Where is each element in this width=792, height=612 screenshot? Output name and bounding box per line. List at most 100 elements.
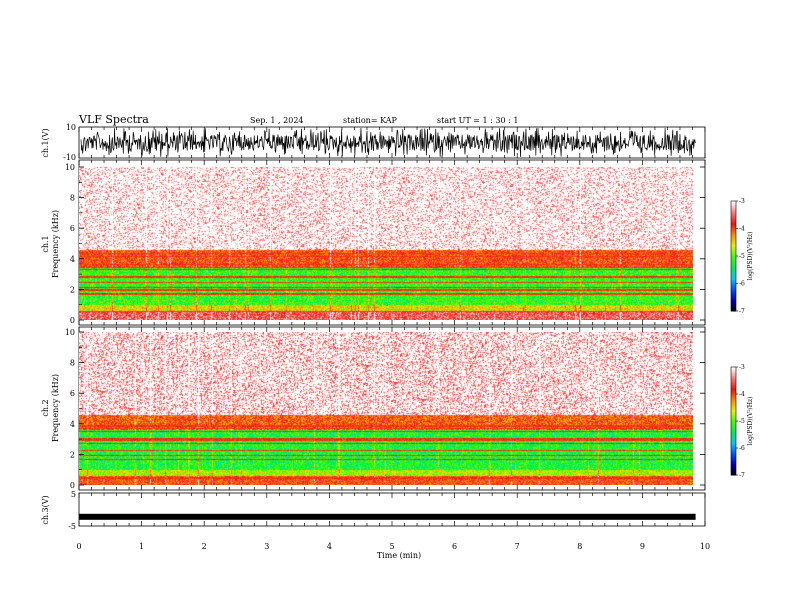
ch2-ytick-label-4: 8 (70, 359, 75, 368)
x-tick-label-0: 0 (76, 542, 81, 551)
ch2-spec-ylabel-line1: ch.2 (41, 399, 50, 416)
colorbar-segment (731, 224, 736, 228)
colorbar-segment (731, 300, 736, 303)
colorbar-segment (731, 263, 736, 266)
colorbar-segment (731, 268, 736, 272)
colorbar-segment (731, 377, 736, 381)
colorbar-segment (731, 228, 736, 231)
colorbar-tick-label: -6 (739, 445, 745, 452)
ch1-ytick-label-0: 0 (70, 316, 75, 325)
colorbar-tick-label: -4 (739, 226, 745, 233)
colorbar-segment (731, 259, 736, 262)
x-tick-label-1: 1 (139, 542, 144, 551)
colorbar-segment (731, 458, 736, 462)
colorbar-segment (731, 376, 736, 379)
colorbar-tick-label: -3 (739, 198, 745, 205)
colorbar-segment (731, 270, 736, 273)
colorbar-tick-label: -7 (739, 308, 745, 315)
colorbar-segment (731, 401, 736, 404)
colorbar-tick-label: -4 (739, 391, 745, 398)
colorbar-segment (731, 235, 736, 239)
colorbar-segment (731, 385, 736, 388)
colorbar-segment (731, 281, 736, 284)
colorbar-segment (731, 267, 736, 270)
colorbar-segment (731, 232, 736, 235)
ch1-spectrogram-panel: 0 2 4 6 8 10 ch.1 Frequency (kHz) (41, 159, 706, 326)
colorbar-label: log(PSD)(V²/Hz) (747, 397, 754, 446)
colorbar-segment (731, 403, 736, 406)
colorbar-segment (731, 442, 736, 445)
colorbar-segment (731, 226, 736, 229)
colorbar-segment (731, 399, 736, 402)
colorbar-segment (731, 444, 736, 447)
ch2-spectrogram-image (79, 332, 693, 485)
colorbar-segment (731, 422, 736, 426)
ch1-colorbar: -3 -4 -5 -6 -7 log(PSD)(V²/Hz) (730, 198, 754, 315)
ch2-ytick-label-1: 2 (70, 450, 75, 459)
ch3-ytick-bottom: -5 (68, 522, 76, 531)
ch2-ytick-label-0: 0 (70, 481, 75, 490)
colorbar-segment (731, 301, 736, 305)
colorbar-segment (731, 440, 736, 444)
ch1-ytick-top: 10 (66, 123, 76, 132)
colorbar-segment (731, 462, 736, 465)
x-tick-label-10: 10 (700, 542, 710, 551)
colorbar-segment (731, 460, 736, 463)
ch2-ytick-label-2: 4 (70, 420, 75, 429)
x-tick-label-9: 9 (640, 542, 645, 551)
colorbar-segment (731, 368, 736, 372)
colorbar-segment (731, 449, 736, 453)
colorbar-segment (731, 265, 736, 268)
colorbar-segment (731, 379, 736, 382)
ch1-spectrogram-image (79, 167, 693, 320)
colorbar-segment (731, 473, 736, 476)
colorbar-segment (731, 307, 736, 310)
colorbar-segment (731, 428, 736, 431)
colorbar-segment (731, 208, 736, 211)
ch1-waveform-line (80, 128, 696, 157)
colorbar-segment (731, 243, 736, 246)
colorbar-segment (731, 272, 736, 275)
colorbar-segment (731, 374, 736, 377)
colorbar-segment (731, 433, 736, 436)
ch1-spec-ylabel-line1: ch.1 (41, 235, 50, 252)
colorbar-segment (731, 467, 736, 471)
colorbar-segment (731, 381, 736, 384)
colorbar-segment (731, 241, 736, 244)
colorbar-segment (731, 279, 736, 283)
ch1-waveform-panel: 10 -10 ch.1(V) (41, 123, 706, 162)
ch1-spec-ylabel-line2: Frequency (kHz) (51, 210, 60, 278)
colorbar-segment (731, 213, 736, 217)
ch2-spec-yticks: 0 2 4 6 8 10 (65, 328, 705, 490)
ch1-ytick-label-4: 8 (70, 194, 75, 203)
colorbar-segment (731, 296, 736, 299)
colorbar-segment (731, 397, 736, 400)
colorbar-segment (731, 453, 736, 456)
colorbar-segment (731, 298, 736, 301)
colorbar-tick-label: -6 (739, 281, 745, 288)
ch3-waveform-line (79, 513, 696, 520)
colorbar-segment (731, 406, 736, 409)
colorbar-segment (731, 201, 736, 204)
colorbar-segment (731, 367, 736, 370)
ch2-colorbar: -3 -4 -5 -6 -7 log(PSD)(V²/Hz) (730, 364, 754, 479)
colorbar-segment (731, 246, 736, 250)
colorbar-segment (731, 455, 736, 458)
colorbar-segment (731, 257, 736, 261)
x-tick-label-6: 6 (452, 542, 457, 551)
colorbar-segment (731, 217, 736, 220)
colorbar-segment (731, 292, 736, 295)
colorbar-segment (731, 412, 736, 415)
ch1-spec-yticks: 0 2 4 6 8 10 (65, 163, 705, 325)
colorbar-segment (731, 446, 736, 449)
ch2-ytick-label-3: 6 (70, 389, 75, 398)
ch1-ytick-label-3: 6 (70, 224, 75, 233)
colorbar-segment (731, 404, 736, 408)
ch3-waveform-panel: 5 -5 ch.3(V) (41, 490, 706, 531)
colorbar-segment (731, 219, 736, 222)
colorbar-segment (731, 421, 736, 424)
colorbar-segment (731, 256, 736, 259)
colorbar-segment (731, 419, 736, 422)
ch3-ytick-top: 5 (71, 490, 76, 499)
